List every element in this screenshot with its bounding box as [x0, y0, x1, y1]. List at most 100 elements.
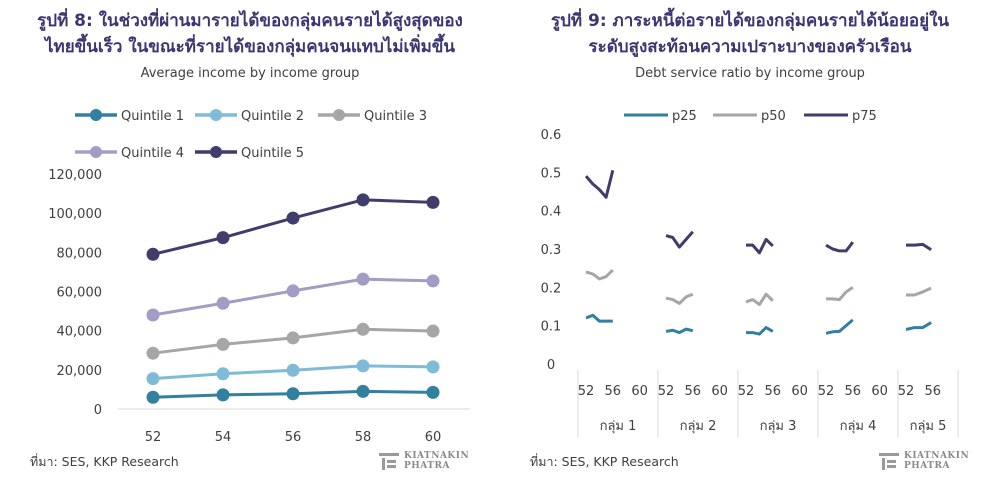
chart9-title-line1: รูปที่ 9: ภาระหนี้ต่อรายได้ของกลุ่มคนราย… [550, 11, 950, 31]
data-point-quintile-3 [426, 324, 440, 338]
data-point-quintile-4 [286, 284, 300, 298]
series-line-p75-group-5 [906, 242, 932, 252]
kiatnakin-logo-icon [879, 453, 899, 470]
chart8-source: ที่มา: SES, KKP Research [30, 454, 179, 469]
legend-label-2: Quintile 2 [241, 109, 304, 124]
y-tick-label: 0 [547, 358, 555, 373]
series-line-p50-group-1 [585, 269, 614, 281]
data-point-quintile-2 [426, 360, 440, 374]
legend-marker-4 [90, 146, 102, 158]
series-line-p50-group-5 [906, 286, 932, 297]
y-tick-label: 20,000 [57, 364, 103, 379]
y-tick-label: 0.6 [541, 128, 562, 143]
data-point-quintile-2 [216, 367, 230, 381]
data-point-quintile-5 [146, 247, 160, 261]
series-line-p75-group-2 [665, 230, 694, 249]
data-point-quintile-5 [216, 231, 230, 245]
data-point-quintile-4 [216, 296, 230, 310]
y-tick-label: 0.4 [541, 205, 562, 220]
group-label: กลุ่ม 2 [680, 419, 717, 434]
group-label: กลุ่ม 1 [600, 419, 637, 434]
series-line-p75-group-4 [825, 241, 854, 253]
y-tick-label: 0.2 [541, 281, 562, 296]
x-tick-label: 60 [791, 384, 808, 399]
series-line-quintile-5 [152, 198, 434, 256]
data-point-quintile-3 [216, 337, 230, 351]
income-line-chart: Quintile 1 Quintile 2 Quintile 3 Quintile 4… [48, 109, 470, 445]
kiatnakin-logo: KIATNAKIN PHATRA [378, 448, 498, 478]
chart8-title-line1: รูปที่ 8: ในช่วงที่ผ่านมารายได้ของกลุ่มค… [37, 11, 463, 31]
x-tick-label: 56 [685, 384, 702, 399]
data-point-quintile-4 [356, 272, 370, 286]
x-tick-label: 52 [738, 384, 755, 399]
logo-text-line2: PHATRA [904, 461, 950, 471]
series-line-p50-group-3 [745, 292, 774, 307]
data-point-quintile-3 [356, 322, 370, 336]
x-tick-label: 52 [145, 430, 162, 445]
x-tick-label: 58 [355, 430, 372, 445]
x-tick-label: 52 [818, 384, 835, 399]
chart8-title-line2: ไทยขึ้นเร็ว ในขณะที่รายได้ของกลุ่มคนจนแท… [44, 37, 456, 57]
x-tick-label: 54 [215, 430, 232, 445]
x-tick-label: 60 [631, 384, 648, 399]
chart9-source: ที่มา: SES, KKP Research [530, 454, 679, 469]
income-chart-panel: รูปที่ 8: ในช่วงที่ผ่านมารายได้ของกลุ่มค… [30, 11, 498, 478]
data-point-quintile-5 [426, 195, 440, 209]
data-point-quintile-4 [146, 308, 160, 322]
x-tick-label: 52 [898, 384, 915, 399]
series-line-p25-group-5 [905, 321, 932, 331]
legend-label-p50: p50 [761, 109, 786, 124]
data-point-quintile-4 [426, 274, 440, 288]
legend-label-5: Quintile 5 [241, 146, 304, 161]
legend-marker-5 [210, 146, 222, 158]
data-point-quintile-1 [286, 387, 300, 401]
x-tick-label: 52 [578, 384, 595, 399]
data-point-quintile-5 [286, 211, 300, 225]
y-tick-label: 100,000 [48, 207, 102, 222]
y-tick-label: 40,000 [57, 325, 103, 340]
y-tick-label: 0.5 [541, 166, 562, 181]
x-tick-label: 60 [711, 384, 728, 399]
series-line-p75-group-1 [584, 170, 615, 199]
series-line-p25-group-2 [665, 327, 694, 335]
logo-text-line2: PHATRA [404, 461, 450, 471]
data-point-quintile-2 [356, 359, 370, 373]
chart9-subtitle: Debt service ratio by income group [635, 66, 865, 81]
data-point-quintile-2 [146, 372, 160, 386]
series-line-p25-group-1 [585, 313, 613, 323]
y-tick-label: 120,000 [48, 168, 102, 183]
x-tick-label: 56 [765, 384, 782, 399]
debt-chart-panel: รูปที่ 9: ภาระหนี้ต่อรายได้ของกลุ่มคนราย… [500, 0, 1000, 498]
logo-text-line1: KIATNAKIN [904, 451, 970, 461]
y-tick-label: 0.1 [541, 320, 562, 335]
series-line-p25-group-4 [825, 318, 854, 335]
series-line-p75-group-3 [746, 237, 774, 255]
data-point-quintile-1 [216, 388, 230, 402]
x-tick-label: 56 [925, 384, 942, 399]
y-tick-label: 0 [94, 403, 102, 418]
x-tick-label: 56 [845, 384, 862, 399]
debt-ratio-line-chart: p25 p50 p75 0 0.1 0.2 0.3 0.4 0.5 0.6 52 56 60 กลุ่ม … [541, 109, 959, 437]
legend-label-p25: p25 [672, 109, 697, 124]
x-tick-label: 60 [425, 430, 442, 445]
kiatnakin-logo: KIATNAKIN PHATRA [878, 448, 998, 478]
group-label: กลุ่ม 5 [910, 419, 947, 434]
chart8-subtitle: Average income by income group [140, 66, 360, 81]
legend-label-4: Quintile 4 [121, 146, 184, 161]
chart9-title-line2: ระดับสูงสะท้อนความเปราะบางของครัวเรือน [588, 37, 912, 57]
y-tick-label: 80,000 [57, 246, 103, 261]
y-tick-label: 0.3 [541, 243, 562, 258]
series-line-p50-group-2 [665, 292, 694, 305]
legend-marker-3 [333, 109, 345, 121]
series-line-p50-group-4 [826, 286, 854, 302]
group-label: กลุ่ม 3 [760, 419, 797, 434]
legend-marker-1 [90, 109, 102, 121]
x-tick-label: 56 [285, 430, 302, 445]
data-point-quintile-5 [356, 193, 370, 207]
logo-text-line1: KIATNAKIN [404, 451, 470, 461]
data-point-quintile-1 [356, 384, 370, 398]
data-point-quintile-1 [146, 390, 160, 404]
legend-label-p75: p75 [852, 109, 877, 124]
kiatnakin-logo-icon [379, 453, 399, 470]
data-point-quintile-2 [286, 363, 300, 377]
